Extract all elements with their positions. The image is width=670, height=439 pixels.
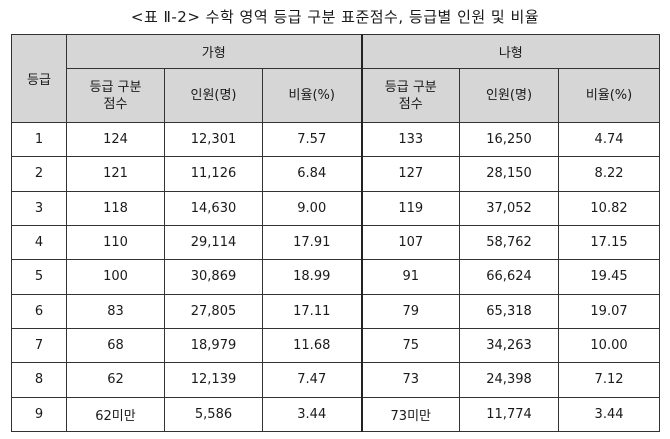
header-grade: 등급 <box>11 34 67 123</box>
cell-a-cut: 100 <box>66 259 165 295</box>
header-b-cutoff-line1: 등급 구분 <box>384 79 437 95</box>
cell-a-cut: 124 <box>66 121 165 158</box>
table-row: 2 121 11,126 6.84 127 28,150 8.22 <box>11 156 661 192</box>
cell-a-ratio: 7.47 <box>261 362 363 398</box>
cell-a-ratio: 17.91 <box>261 224 363 261</box>
cell-b-ratio: 3.44 <box>558 396 661 433</box>
table-body: 1 124 12,301 7.57 133 16,250 4.74 2 121 11,126 6.8… <box>11 121 661 433</box>
header-b-cutoff-line2: 점수 <box>398 96 423 112</box>
table-row: 8 62 12,139 7.47 73 24,398 7.12 <box>11 362 661 398</box>
table-row: 9 62미만 5,586 3.44 73미만 11,774 3.44 <box>11 396 661 433</box>
cell-a-count: 12,301 <box>164 121 263 158</box>
cell-a-cut: 83 <box>66 293 165 329</box>
cell-b-ratio: 17.15 <box>558 224 661 261</box>
cell-a-count: 18,979 <box>164 327 263 364</box>
cell-b-count: 24,398 <box>459 362 560 398</box>
header-group-a: 가형 <box>65 34 363 69</box>
cell-a-ratio: 18.99 <box>261 259 363 295</box>
cell-b-count: 65,318 <box>459 293 560 329</box>
cell-b-cut: 79 <box>360 293 461 329</box>
cell-b-cut: 75 <box>360 327 461 364</box>
cell-b-cut: 73미만 <box>360 396 461 433</box>
cell-a-count: 5,586 <box>164 396 263 433</box>
cell-b-count: 11,774 <box>459 396 560 433</box>
cell-b-cut: 91 <box>360 259 461 295</box>
cell-a-count: 30,869 <box>164 259 263 295</box>
cell-b-cut: 127 <box>360 156 461 192</box>
cell-grade: 5 <box>11 259 67 295</box>
cell-b-ratio: 19.45 <box>558 259 661 295</box>
cell-a-ratio: 11.68 <box>261 327 363 364</box>
grade-table: 등급 가형 나형 등급 구분 점수 인원(명) 비율(%) 등급 구분 점수 인… <box>11 34 661 433</box>
header-a-cutoff: 등급 구분 점수 <box>66 68 165 123</box>
cell-a-count: 11,126 <box>164 156 263 192</box>
cell-b-count: 66,624 <box>459 259 560 295</box>
header-a-cutoff-line1: 등급 구분 <box>89 79 142 95</box>
table-row: 7 68 18,979 11.68 75 34,263 10.00 <box>11 327 661 364</box>
cell-grade: 7 <box>11 327 67 364</box>
cell-b-count: 16,250 <box>459 121 560 158</box>
cell-a-ratio: 9.00 <box>261 190 363 226</box>
cell-a-ratio: 3.44 <box>261 396 363 433</box>
cell-grade: 2 <box>11 156 67 192</box>
header-group-b: 나형 <box>360 34 661 69</box>
cell-a-cut: 62미만 <box>66 396 165 433</box>
header-a-ratio: 비율(%) <box>261 68 363 123</box>
header-b-cutoff: 등급 구분 점수 <box>360 68 461 123</box>
cell-a-count: 14,630 <box>164 190 263 226</box>
cell-b-ratio: 19.07 <box>558 293 661 329</box>
cell-a-count: 27,805 <box>164 293 263 329</box>
cell-grade: 9 <box>11 396 67 433</box>
cell-b-ratio: 10.82 <box>558 190 661 226</box>
cell-b-count: 37,052 <box>459 190 560 226</box>
cell-a-cut: 62 <box>66 362 165 398</box>
cell-b-cut: 133 <box>360 121 461 158</box>
cell-a-cut: 121 <box>66 156 165 192</box>
cell-grade: 8 <box>11 362 67 398</box>
cell-grade: 1 <box>11 121 67 158</box>
cell-a-cut: 118 <box>66 190 165 226</box>
cell-b-ratio: 8.22 <box>558 156 661 192</box>
cell-a-ratio: 17.11 <box>261 293 363 329</box>
cell-a-count: 29,114 <box>164 224 263 261</box>
cell-b-count: 34,263 <box>459 327 560 364</box>
table-row: 1 124 12,301 7.57 133 16,250 4.74 <box>11 121 661 158</box>
cell-b-count: 28,150 <box>459 156 560 192</box>
table-row: 5 100 30,869 18.99 91 66,624 19.45 <box>11 259 661 295</box>
cell-a-count: 12,139 <box>164 362 263 398</box>
header-b-count: 인원(명) <box>459 68 560 123</box>
cell-a-ratio: 7.57 <box>261 121 363 158</box>
cell-grade: 6 <box>11 293 67 329</box>
cell-b-cut: 107 <box>360 224 461 261</box>
cell-grade: 4 <box>11 224 67 261</box>
table-row: 3 118 14,630 9.00 119 37,052 10.82 <box>11 190 661 226</box>
cell-a-ratio: 6.84 <box>261 156 363 192</box>
cell-a-cut: 110 <box>66 224 165 261</box>
cell-b-cut: 119 <box>360 190 461 226</box>
cell-b-cut: 73 <box>360 362 461 398</box>
header-a-count: 인원(명) <box>164 68 263 123</box>
table-row: 4 110 29,114 17.91 107 58,762 17.15 <box>11 224 661 261</box>
table-row: 6 83 27,805 17.11 79 65,318 19.07 <box>11 293 661 329</box>
cell-grade: 3 <box>11 190 67 226</box>
cell-b-count: 58,762 <box>459 224 560 261</box>
header-a-cutoff-line2: 점수 <box>103 96 128 112</box>
cell-b-ratio: 4.74 <box>558 121 661 158</box>
cell-a-cut: 68 <box>66 327 165 364</box>
cell-b-ratio: 7.12 <box>558 362 661 398</box>
table-caption: <표 Ⅱ-2> 수학 영역 등급 구분 표준점수, 등급별 인원 및 비율 <box>130 8 540 26</box>
header-b-ratio: 비율(%) <box>558 68 661 123</box>
cell-b-ratio: 10.00 <box>558 327 661 364</box>
